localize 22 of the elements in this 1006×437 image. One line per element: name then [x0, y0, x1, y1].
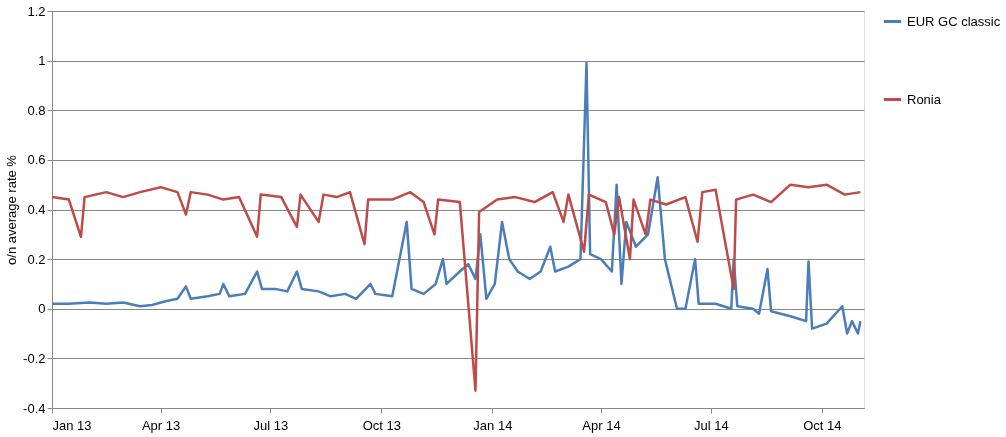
x-tick-label: Jul 13	[253, 417, 289, 433]
y-tick-label: 0	[38, 301, 46, 317]
x-tick-label: Jan 14	[473, 417, 513, 433]
x-tick-label: Apr 13	[141, 417, 181, 433]
y-tick-label: -0.4	[23, 400, 46, 416]
legend-label: Ronia	[907, 91, 942, 107]
x-tick-label: Apr 14	[582, 417, 621, 433]
y-tick-label: 0.8	[27, 102, 46, 118]
legend-label: EUR GC classic	[907, 13, 1001, 29]
x-tick-label: Jan 13	[52, 417, 92, 433]
y-tick-label: 0.4	[27, 202, 46, 217]
x-tick-label: Jul 14	[693, 417, 729, 433]
y-axis-title: o/n average rate %	[4, 154, 20, 265]
y-tick-label: 1	[38, 53, 46, 69]
y-tick-label: -0.2	[23, 350, 46, 366]
y-tick-label: 0.2	[27, 251, 46, 267]
line-series	[50, 61, 862, 335]
line-series	[50, 183, 862, 392]
y-tick-label: 0.6	[27, 152, 46, 168]
x-tick-label: Oct 13	[362, 417, 402, 433]
y-tick-label: 1.2	[27, 3, 46, 19]
x-tick-label: Oct 14	[803, 417, 842, 433]
